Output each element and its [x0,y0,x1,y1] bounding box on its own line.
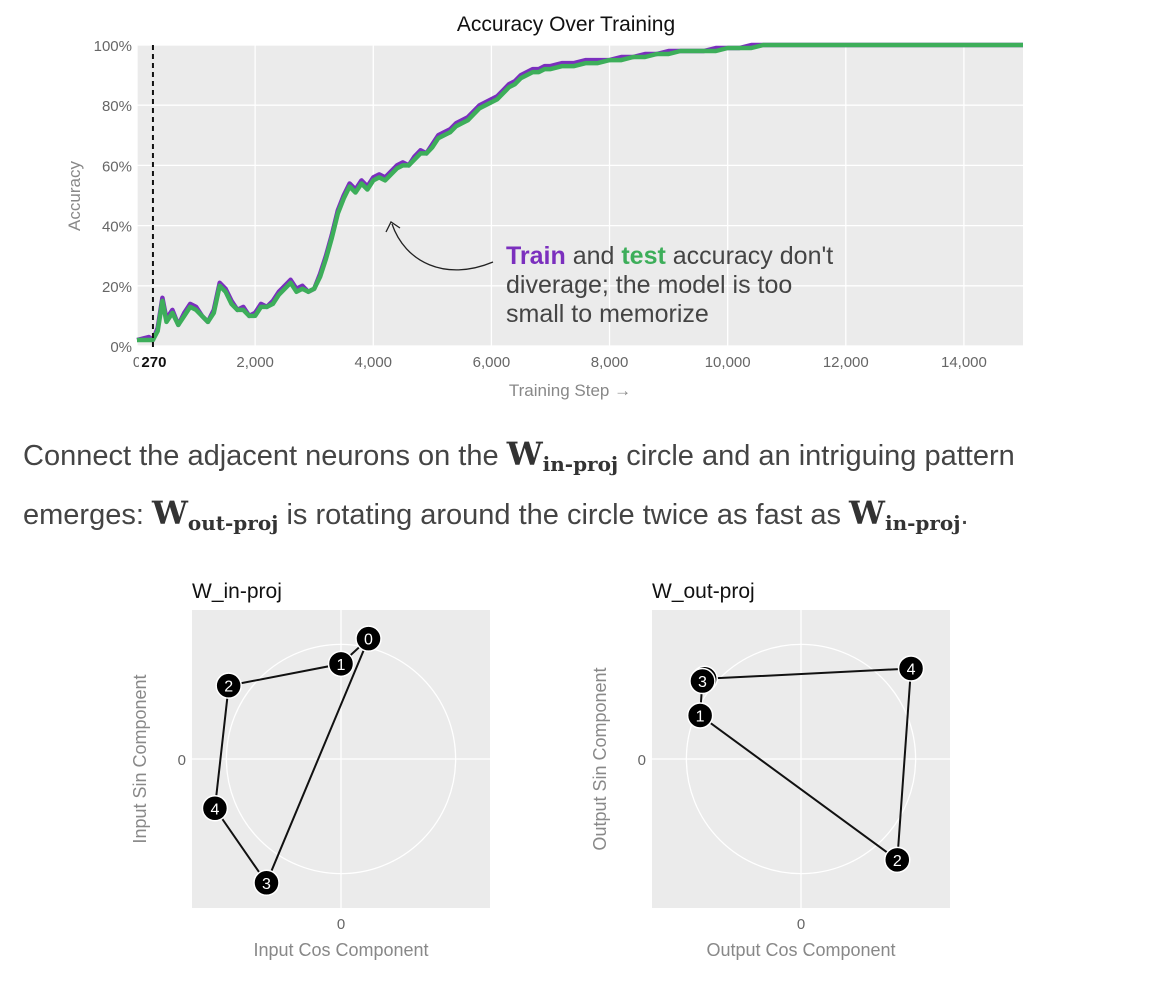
plot-background [137,45,1023,346]
y-tick-label: 100% [94,38,132,55]
neuron-point [327,650,355,678]
y-tick-label: 80% [102,98,132,115]
panel-title: W_out-proj [652,580,755,603]
annotation-segment: diverage; the model is too [506,271,792,299]
annotation-line: diverage; the model is too [506,271,792,299]
annotation-segment: accuracy don't [666,242,833,270]
prose-text-3: is rotating around the circle twice as f… [278,499,850,531]
y-axis-label: Output Sin Component [590,667,610,850]
annotation-segment: and [566,242,622,270]
unit-circle [685,643,917,875]
x-tick-label: 0 [133,354,141,371]
neuron-point [215,672,242,699]
neuron-point [884,846,911,874]
y-tick-label: 20% [102,279,132,296]
neuron-point-label: 1 [696,708,705,725]
neuron-point-label: 0 [364,632,373,649]
neuron-point [686,702,714,729]
chart-title: Accuracy Over Training [457,13,675,36]
prose-text-2: circle and an intriguing pattern emerges… [23,440,1015,531]
neuron-point-label: 2 [224,679,233,696]
unit-circle [225,643,457,875]
neuron-point-label: 1 [337,657,346,674]
w-out-proj-symbol: W [151,494,188,532]
w-in-proj-symbol-2: W [849,494,885,532]
w-in-proj-subscript-2: in-proj [884,511,961,535]
annotation-line: small to memorize [506,300,709,328]
neuron-point-label: 3 [698,674,707,691]
prose-text-1: Connect the adjacent neurons on the [23,440,507,472]
series-line-test [137,42,1023,343]
y-tick-label: 0 [178,752,186,769]
neuron-point [689,667,716,695]
neuron-point-label: 3 [262,876,271,893]
y-axis-label: Accuracy [65,161,84,231]
x-tick-label: 4,000 [354,354,392,371]
x-axis-label: Output Cos Component [706,940,895,960]
neuron-point-label: 2 [893,853,902,870]
x-axis-label: Input Cos Component [253,940,428,960]
y-tick-label: 0% [110,339,132,356]
annotation-arrow-head [385,221,401,233]
annotation-segment: Train [506,242,566,270]
neuron-point-label: 4 [907,661,916,678]
w-in-proj-subscript: in-proj [542,452,619,476]
annotation-segment: small to memorize [506,300,709,328]
y-tick-label: 0 [638,752,646,769]
w-out-proj-chart: W_out-proj 0 0 Output Cos Component Output S… [590,580,950,960]
x-tick-label: 0 [337,916,345,933]
step-marker-label-bg [138,352,169,370]
panel-title: W_in-proj [192,580,282,603]
neuron-point-label: 4 [210,801,219,818]
x-tick-label: 12,000 [823,354,869,371]
x-tick-label: 10,000 [705,354,751,371]
x-tick-label: 0 [797,916,805,933]
prose-text-4: . [960,499,969,531]
x-tick-label: 2,000 [236,354,274,371]
y-tick-label: 60% [102,158,132,175]
w-out-proj-subscript: out-proj [187,511,279,535]
accuracy-chart: 0% 20% 40% 60% 80% 100% 0 2,000 4,000 6,000 8,000 1… [65,13,1023,400]
annotation-segment: test [621,242,666,270]
neuron-point [201,795,229,822]
neuron-point [897,655,925,682]
annotation-line: Train and test accuracy don't [506,242,833,270]
annotation-arrow-curve [391,223,494,271]
w-in-proj-chart: W_in-proj 0 0 Input Cos Component Input Sin … [130,580,490,960]
w-in-proj-symbol: W [506,435,543,473]
x-axis-label: Training Step → [509,381,631,400]
neuron-point [355,625,382,652]
x-tick-label: 6,000 [473,354,511,371]
x-tick-label: 14,000 [941,354,987,371]
step-marker-label: 270 [141,354,166,371]
y-tick-label: 40% [102,219,132,236]
accuracy-plot-area [136,42,1023,350]
x-tick-label: 8,000 [591,354,629,371]
y-axis-label: Input Sin Component [130,674,150,843]
neuron-point [253,869,280,897]
explanation-paragraph: Connect the adjacent neurons on the Win-… [23,430,1143,548]
